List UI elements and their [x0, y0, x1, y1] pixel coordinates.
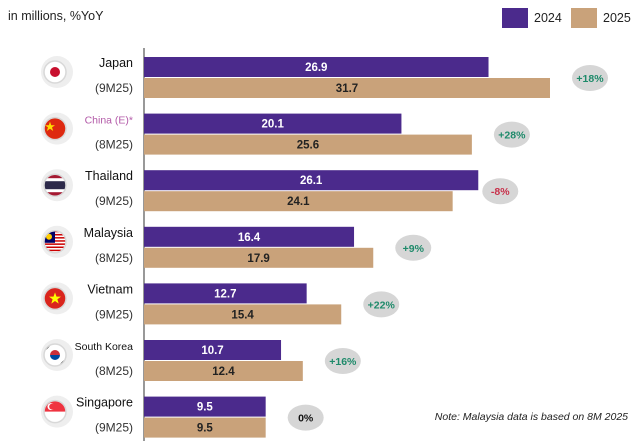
- singapore-flag-icon: [44, 400, 66, 423]
- value-label-2025-thailand: 24.1: [287, 196, 310, 208]
- bar-2025-singapore: [144, 417, 266, 438]
- bar-2024-vietnam: [144, 283, 307, 304]
- category-row-vietnam: Vietnam (9M25) 12.7 15.4 +22%: [41, 282, 400, 325]
- change-bubble-thailand: [482, 178, 519, 205]
- change-bubble-vietnam: [363, 291, 400, 318]
- bar-2024-singapore: [144, 396, 266, 417]
- bar-2025-japan: [144, 78, 550, 98]
- value-label-2024-singapore: 9.5: [197, 402, 214, 414]
- bar-2024-south-korea: [144, 340, 282, 360]
- change-label-thailand: -8%: [491, 186, 510, 198]
- bar-2025-malaysia: [144, 247, 374, 268]
- china-flag-icon: [44, 117, 66, 140]
- change-label-singapore: 0%: [298, 413, 314, 425]
- period-label-japan: (9M25): [95, 81, 133, 95]
- value-label-2024-thailand: 26.1: [300, 175, 323, 187]
- legend-label-2025: 2025: [603, 11, 631, 25]
- value-label-2025-china-e: 25.6: [297, 140, 319, 152]
- value-label-2024-south-korea: 10.7: [201, 345, 223, 357]
- country-label-china-e: China (E)*: [85, 115, 133, 127]
- legend-item-2025: 2025: [571, 8, 631, 28]
- change-bubble-singapore: [287, 404, 324, 431]
- change-label-china-e: +28%: [498, 130, 526, 142]
- bar-2025-vietnam: [144, 304, 342, 325]
- bar-2025-thailand: [144, 191, 453, 212]
- change-label-south-korea: +16%: [329, 356, 357, 368]
- value-label-2024-malaysia: 16.4: [238, 232, 261, 244]
- legend-swatch-2024: [502, 8, 528, 28]
- value-label-2025-vietnam: 15.4: [231, 309, 254, 321]
- legend-swatch-2025: [571, 8, 597, 28]
- country-label-singapore: Singapore: [76, 396, 133, 410]
- bar-2024-japan: [144, 57, 489, 77]
- period-label-malaysia: (8M25): [95, 251, 133, 265]
- period-label-thailand: (9M25): [95, 194, 133, 208]
- category-row-thailand: Thailand (9M25) 26.1 24.1 -8%: [41, 169, 519, 212]
- change-bubble-china-e: [493, 121, 530, 148]
- period-label-china-e: (8M25): [95, 138, 133, 152]
- category-row-japan: Japan (9M25) 26.9 31.7 +18%: [41, 56, 608, 98]
- legend-item-2024: 2024: [502, 8, 562, 28]
- category-row-south-korea: South Korea (8M25) 10.7 12.4 +16%: [41, 339, 361, 381]
- value-label-2024-vietnam: 12.7: [214, 288, 236, 300]
- value-label-2025-singapore: 9.5: [197, 423, 214, 435]
- bar-2024-malaysia: [144, 226, 355, 247]
- bar-2025-south-korea: [144, 361, 303, 381]
- change-bubble-south-korea: [324, 348, 361, 374]
- country-label-malaysia: Malaysia: [84, 226, 133, 240]
- value-label-2025-japan: 31.7: [336, 83, 358, 95]
- period-label-south-korea: (8M25): [95, 364, 133, 378]
- period-label-vietnam: (9M25): [95, 307, 133, 321]
- country-label-vietnam: Vietnam: [87, 282, 133, 296]
- japan-flag-icon: [44, 61, 66, 83]
- value-label-2024-china-e: 20.1: [262, 119, 285, 131]
- vietnam-flag-icon: [44, 287, 66, 310]
- country-label-south-korea: South Korea: [75, 341, 134, 353]
- value-label-2024-japan: 26.9: [305, 62, 327, 74]
- bar-2025-china-e: [144, 134, 472, 155]
- thailand-flag-icon: [44, 174, 66, 197]
- category-row-singapore: Singapore (9M25) 9.5 9.5 0%: [41, 395, 324, 438]
- change-label-japan: +18%: [576, 73, 604, 85]
- legend-label-2024: 2024: [534, 11, 562, 25]
- category-row-china-e: China (E)* (8M25) 20.1 25.6 +28%: [41, 112, 530, 155]
- category-row-malaysia: Malaysia (8M25) 16.4 17.9 +9%: [41, 225, 432, 268]
- chart-note: Note: Malaysia data is based on 8M 2025: [434, 411, 628, 423]
- change-label-vietnam: +22%: [368, 299, 396, 311]
- country-label-thailand: Thailand: [85, 169, 133, 183]
- value-label-2025-south-korea: 12.4: [212, 366, 235, 378]
- bar-2024-china-e: [144, 113, 402, 134]
- malaysia-flag-icon: [44, 230, 66, 253]
- change-label-malaysia: +9%: [403, 243, 425, 255]
- change-bubble-malaysia: [395, 234, 432, 261]
- value-label-2025-malaysia: 17.9: [247, 253, 269, 265]
- chart-subtitle: in millions, %YoY: [8, 9, 104, 23]
- period-label-singapore: (9M25): [95, 421, 133, 435]
- change-bubble-japan: [572, 65, 608, 91]
- country-label-japan: Japan: [99, 56, 133, 70]
- bar-2024-thailand: [144, 170, 479, 191]
